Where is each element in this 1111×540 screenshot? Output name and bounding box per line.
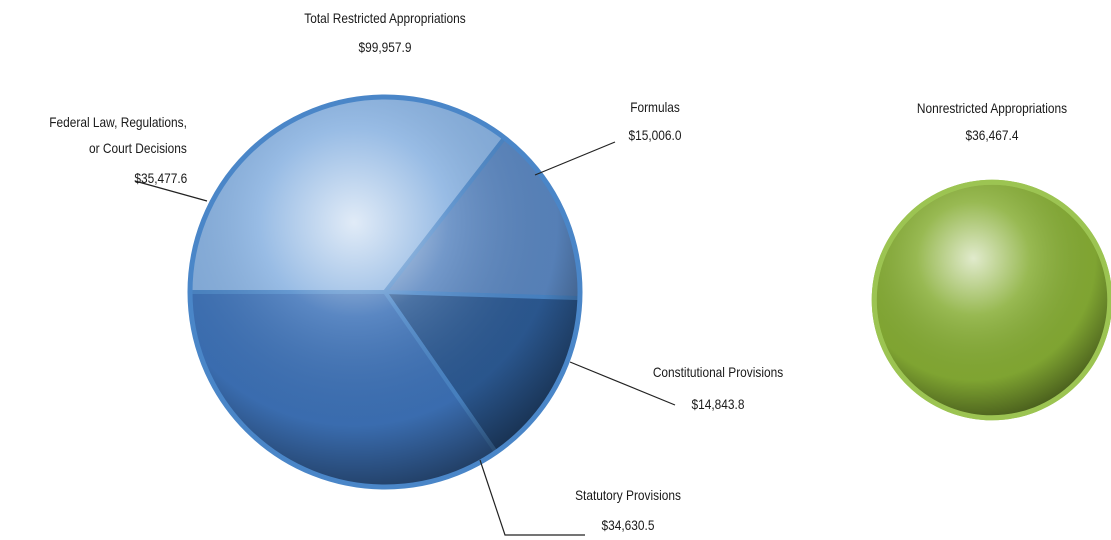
pie-title: Total Restricted Appropriations — [304, 10, 466, 26]
slice-value: $34,630.5 — [601, 517, 655, 533]
leader-line — [569, 361, 676, 406]
slice-label: Constitutional Provisions — [652, 364, 784, 380]
slice-value: $15,006.0 — [628, 127, 682, 143]
leader-line — [479, 459, 585, 536]
slice-label: Nonrestricted Appropriations — [916, 100, 1068, 116]
slice-label: Statutory Provisions — [575, 487, 681, 503]
slice-value: $14,843.8 — [691, 396, 745, 412]
pie-border — [871, 179, 1111, 421]
slice-value: $35,477.6 — [134, 170, 187, 186]
slice-label: Federal Law, Regulations, or Court Decis… — [49, 114, 187, 156]
pie-border — [187, 94, 583, 490]
pie-total: $99,957.9 — [358, 39, 412, 55]
slice-value: $36,467.4 — [965, 127, 1019, 143]
leader-line — [134, 180, 208, 202]
slice-label: Formulas — [630, 99, 680, 115]
leader-line — [534, 141, 616, 176]
